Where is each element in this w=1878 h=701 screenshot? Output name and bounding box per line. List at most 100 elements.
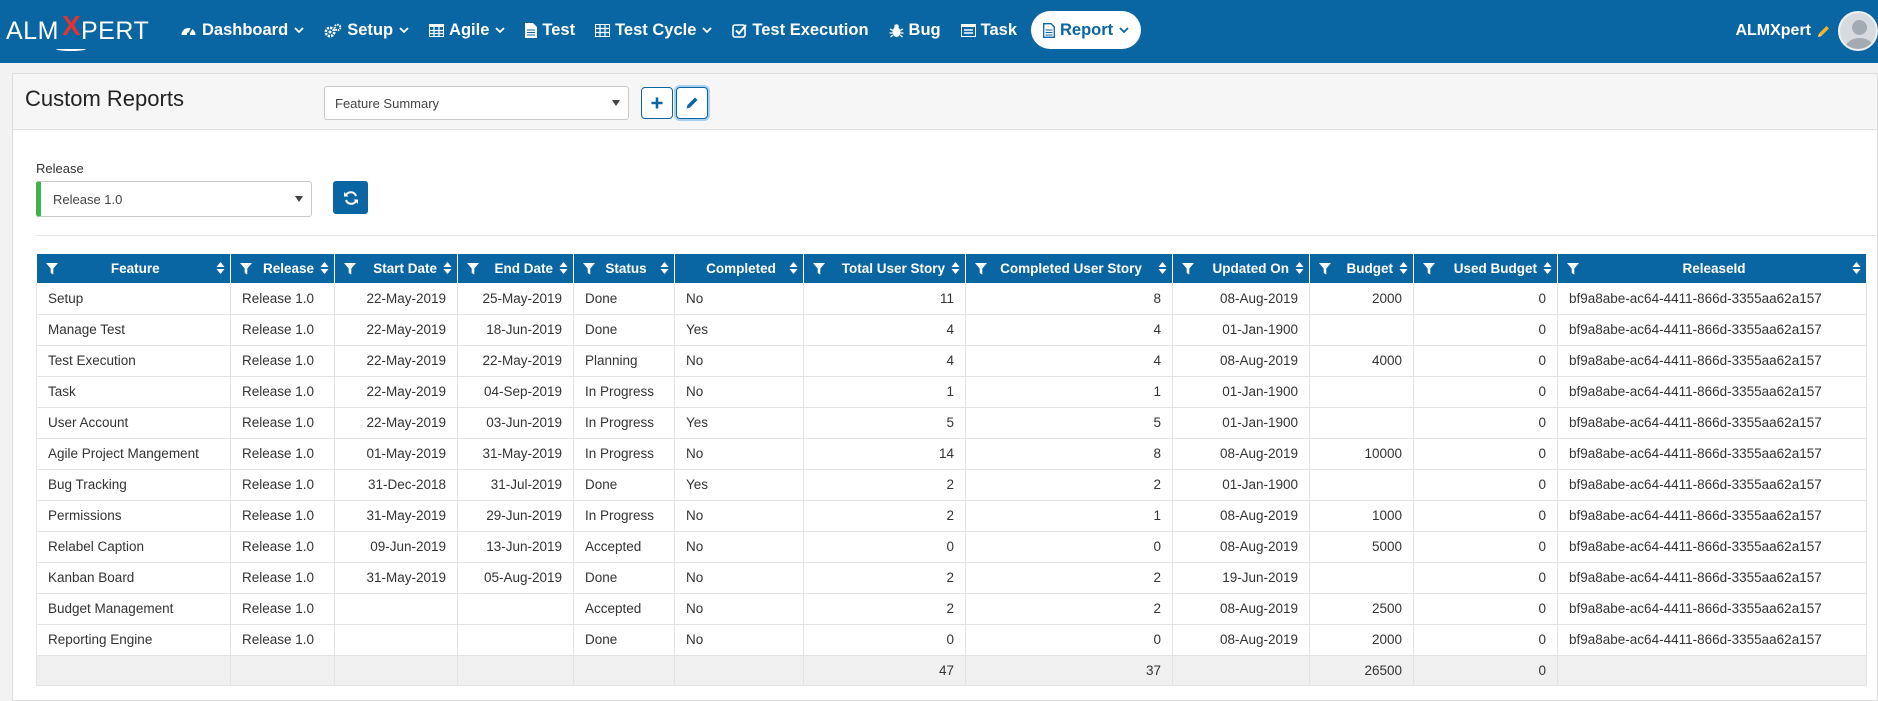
- table-cell: 4: [803, 345, 966, 377]
- table-cell: [457, 593, 574, 625]
- release-select[interactable]: Release 1.0: [36, 181, 312, 217]
- sort-icon[interactable]: [1158, 261, 1167, 275]
- report-select[interactable]: Feature Summary: [324, 86, 629, 120]
- user-name: ALMXpert: [1735, 22, 1811, 39]
- sort-icon[interactable]: [660, 261, 669, 275]
- table-cell: No: [674, 345, 804, 377]
- nav-task-label: Task: [980, 20, 1018, 39]
- sort-icon[interactable]: [1852, 261, 1861, 275]
- filter-icon[interactable]: [1567, 263, 1579, 275]
- table-row[interactable]: Kanban Board Release 1.0 31-May-2019 05-Aug…: [36, 562, 1867, 594]
- table-cell: 18-Jun-2019: [457, 314, 574, 346]
- pencil-icon[interactable]: [1817, 25, 1830, 38]
- table-cell: Accepted: [573, 531, 675, 563]
- table-row[interactable]: Test Execution Release 1.0 22-May-2019 22-M…: [36, 345, 1867, 377]
- table-row[interactable]: Budget Management Release 1.0 Accepted No 2 2…: [36, 593, 1867, 625]
- nav-agile[interactable]: Agile: [419, 11, 515, 49]
- table-row[interactable]: Task Release 1.0 22-May-2019 04-Sep-2019 In …: [36, 376, 1867, 408]
- table-cell: 8: [965, 438, 1173, 470]
- edit-report-button[interactable]: [676, 87, 708, 119]
- nav-dashboard[interactable]: Dashboard: [170, 11, 314, 49]
- user-menu[interactable]: ALMXpert: [1735, 8, 1878, 54]
- filter-icon[interactable]: [240, 263, 252, 275]
- table-row[interactable]: Permissions Release 1.0 31-May-2019 29-Jun-…: [36, 500, 1867, 532]
- add-report-button[interactable]: [641, 87, 673, 119]
- sort-icon[interactable]: [216, 261, 225, 275]
- column-header-used-budget[interactable]: Used Budget: [1413, 254, 1558, 283]
- sort-icon[interactable]: [789, 261, 798, 275]
- table-cell: Test Execution: [36, 345, 231, 377]
- filter-icon[interactable]: [1182, 263, 1194, 275]
- table-cell: 19-Jun-2019: [1172, 562, 1310, 594]
- refresh-button[interactable]: [333, 181, 368, 214]
- main-nav: Dashboard Setup Agile Test Test Cycle Te…: [170, 11, 1142, 49]
- column-header-start-date[interactable]: Start Date: [334, 254, 458, 283]
- table-cell: bf9a8abe-ac64-4411-866d-3355aa62a157: [1557, 624, 1867, 656]
- filter-icon[interactable]: [975, 263, 987, 275]
- sort-icon[interactable]: [559, 261, 568, 275]
- table-cell: 0: [1413, 469, 1558, 501]
- table-cell: Release 1.0: [230, 562, 335, 594]
- column-header-release[interactable]: Release: [230, 254, 335, 283]
- nav-report-label: Report: [1060, 20, 1114, 39]
- table-cell: 2: [803, 500, 966, 532]
- table-cell: 2: [965, 469, 1173, 501]
- table-row[interactable]: Setup Release 1.0 22-May-2019 25-May-2019 Do…: [36, 283, 1867, 315]
- table-cell: [1309, 376, 1414, 408]
- table-cell: Release 1.0: [230, 624, 335, 656]
- column-label: Completed: [706, 261, 776, 276]
- filter-icon[interactable]: [45, 263, 58, 275]
- table-cell: 4: [965, 314, 1173, 346]
- table-cell: Release 1.0: [230, 500, 335, 532]
- table-row[interactable]: Reporting Engine Release 1.0 Done No 0 0 08-Au…: [36, 624, 1867, 656]
- column-header-budget[interactable]: Budget: [1309, 254, 1414, 283]
- nav-test-cycle[interactable]: Test Cycle: [585, 11, 722, 49]
- filter-icon[interactable]: [583, 263, 595, 275]
- sort-icon[interactable]: [1399, 261, 1408, 275]
- filter-icon[interactable]: [813, 263, 825, 275]
- table-cell: Yes: [674, 314, 804, 346]
- nav-test-execution[interactable]: Test Execution: [722, 11, 878, 49]
- table-row[interactable]: Relabel Caption Release 1.0 09-Jun-2019 13-…: [36, 531, 1867, 563]
- sort-icon[interactable]: [1295, 261, 1304, 275]
- table-cell: 22-May-2019: [334, 407, 458, 439]
- filter-icon[interactable]: [467, 263, 479, 275]
- table-row[interactable]: Manage Test Release 1.0 22-May-2019 18-Jun-…: [36, 314, 1867, 346]
- sort-icon[interactable]: [951, 261, 960, 275]
- nav-bug[interactable]: Bug: [879, 11, 951, 49]
- table-row[interactable]: Agile Project Mangement Release 1.0 01-May…: [36, 438, 1867, 470]
- sort-icon[interactable]: [1543, 261, 1552, 275]
- nav-setup[interactable]: Setup: [314, 11, 419, 49]
- column-label: Feature: [110, 261, 160, 276]
- table-row[interactable]: Bug Tracking Release 1.0 31-Dec-2018 31-Jul…: [36, 469, 1867, 501]
- column-label: Used Budget: [1453, 261, 1537, 276]
- caret-down-icon: [295, 196, 303, 202]
- sort-icon[interactable]: [320, 261, 329, 275]
- nav-test[interactable]: Test: [515, 11, 585, 49]
- dashboard-icon: [181, 27, 196, 36]
- column-header-end-date[interactable]: End Date: [457, 254, 574, 283]
- filter-icon[interactable]: [1319, 263, 1331, 275]
- table-cell: 05-Aug-2019: [457, 562, 574, 594]
- table-cell: [1309, 469, 1414, 501]
- almxpert-logo[interactable]: ALM X PERT: [6, 10, 149, 51]
- column-header-total-user-story[interactable]: Total User Story: [803, 254, 966, 283]
- nav-task[interactable]: Task: [951, 11, 1027, 49]
- column-header-completed-user-story[interactable]: Completed User Story: [965, 254, 1173, 283]
- table-cell: No: [674, 376, 804, 408]
- filter-icon[interactable]: [1423, 263, 1435, 275]
- column-header-feature[interactable]: Feature: [36, 254, 231, 283]
- table-cell: Bug Tracking: [36, 469, 231, 501]
- report-icon: [1043, 22, 1055, 38]
- column-header-status[interactable]: Status: [573, 254, 675, 283]
- table-row[interactable]: User Account Release 1.0 22-May-2019 03-Jun…: [36, 407, 1867, 439]
- column-header-updated-on[interactable]: Updated On: [1172, 254, 1310, 283]
- avatar[interactable]: [1838, 11, 1878, 51]
- column-header-completed[interactable]: Completed: [674, 254, 804, 283]
- table-cell: 31-May-2019: [334, 562, 458, 594]
- sort-icon[interactable]: [443, 261, 452, 275]
- filter-icon[interactable]: [344, 263, 356, 275]
- table-cell: [1309, 562, 1414, 594]
- nav-report[interactable]: Report: [1031, 11, 1142, 49]
- column-header-release-id[interactable]: ReleaseId: [1557, 254, 1867, 283]
